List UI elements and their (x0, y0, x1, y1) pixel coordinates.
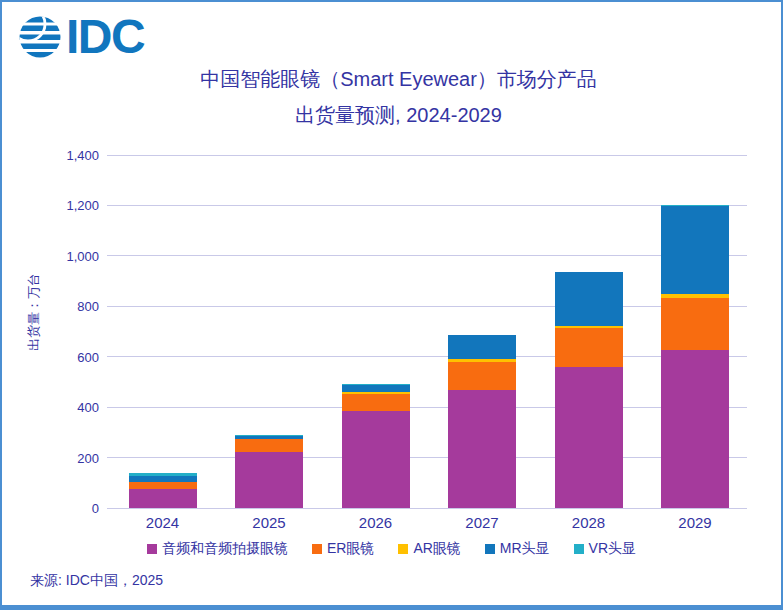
y-tick-label: 1,200 (4, 198, 99, 213)
y-tick-label: 600 (4, 350, 99, 365)
x-tick-label: 2026 (336, 514, 416, 531)
chart-title-line1: 中国智能眼镜（Smart Eyewear）市场分产品 (16, 61, 781, 97)
y-tick-label: 0 (4, 501, 99, 516)
chart-title: 中国智能眼镜（Smart Eyewear）市场分产品 出货量预测, 2024-2… (16, 61, 781, 133)
bar-2027 (448, 335, 516, 508)
y-tick-label: 200 (4, 451, 99, 466)
gridline (107, 155, 747, 156)
legend-label: AR眼镜 (413, 540, 460, 558)
legend-item: ER眼镜 (312, 540, 374, 558)
gridline (107, 356, 747, 357)
gridline (107, 205, 747, 206)
bar-segment-MR头显 (342, 385, 410, 392)
legend-item: AR眼镜 (398, 540, 460, 558)
bar-segment-音频和音频拍摄眼镜 (342, 411, 410, 508)
bar-segment-音频和音频拍摄眼镜 (448, 390, 516, 508)
x-tick-label: 2027 (442, 514, 522, 531)
y-tick-label: 1,400 (4, 148, 99, 163)
bar-segment-ER眼镜 (555, 328, 623, 367)
bar-2028 (555, 272, 623, 508)
chart-title-line2: 出货量预测, 2024-2029 (16, 97, 781, 133)
legend-swatch-icon (574, 544, 584, 554)
legend-swatch-icon (147, 544, 157, 554)
bar-segment-音频和音频拍摄眼镜 (661, 350, 729, 508)
y-tick-label: 1,000 (4, 249, 99, 264)
legend: 音频和音频拍摄眼镜 ER眼镜 AR眼镜 MR头显 VR头显 (2, 540, 781, 558)
x-tick-label: 2029 (655, 514, 735, 531)
bar-segment-MR头显 (555, 272, 623, 326)
bar-2025 (235, 435, 303, 508)
legend-label: ER眼镜 (327, 540, 374, 558)
bar-segment-ER眼镜 (661, 298, 729, 350)
bar-2029 (661, 205, 729, 508)
legend-swatch-icon (312, 544, 322, 554)
idc-chart-page: IDC 中国智能眼镜（Smart Eyewear）市场分产品 出货量预测, 20… (0, 0, 783, 610)
idc-globe-icon (19, 16, 61, 58)
y-tick-label: 400 (4, 400, 99, 415)
x-tick-label: 2024 (123, 514, 203, 531)
bar-2026 (342, 384, 410, 508)
bar-segment-ER眼镜 (448, 362, 516, 390)
legend-label: 音频和音频拍摄眼镜 (162, 540, 288, 558)
gridline (107, 255, 747, 256)
legend-label: MR头显 (500, 540, 550, 558)
legend-swatch-icon (398, 544, 408, 554)
source-note: 来源: IDC中国，2025 (30, 572, 163, 590)
bar-segment-音频和音频拍摄眼镜 (555, 367, 623, 508)
idc-logo-text: IDC (66, 16, 144, 58)
bar-segment-ER眼镜 (342, 394, 410, 411)
gridline (107, 457, 747, 458)
idc-logo: IDC (19, 16, 144, 58)
plot-area: 02004006008001,0001,2001,400202420252026… (107, 155, 747, 508)
y-tick-label: 800 (4, 299, 99, 314)
legend-swatch-icon (485, 544, 495, 554)
bar-segment-音频和音频拍摄眼镜 (129, 489, 197, 508)
legend-label: VR头显 (589, 540, 636, 558)
bar-2024 (129, 473, 197, 508)
bar-segment-MR头显 (661, 206, 729, 295)
bar-segment-音频和音频拍摄眼镜 (235, 452, 303, 508)
legend-item: VR头显 (574, 540, 636, 558)
legend-item: MR头显 (485, 540, 550, 558)
x-tick-label: 2025 (229, 514, 309, 531)
x-tick-label: 2028 (549, 514, 629, 531)
bar-segment-MR头显 (448, 335, 516, 359)
legend-item: 音频和音频拍摄眼镜 (147, 540, 288, 558)
gridline (107, 306, 747, 307)
bar-segment-ER眼镜 (235, 439, 303, 452)
gridline (107, 508, 747, 509)
gridline (107, 407, 747, 408)
